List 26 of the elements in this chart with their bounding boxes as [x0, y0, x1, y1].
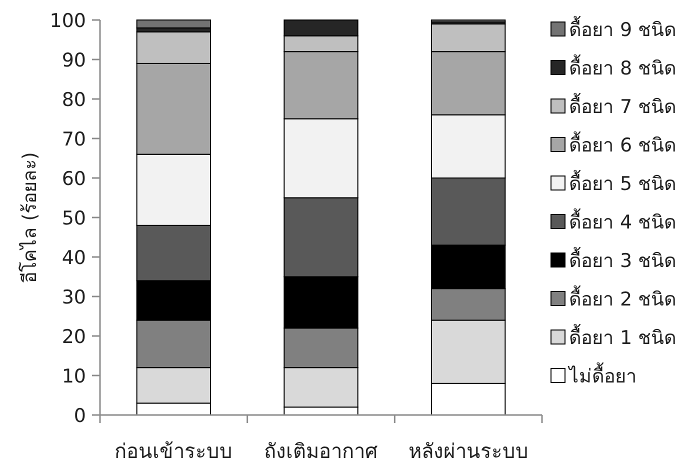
legend-label: ดื้อยา 5 ชนิด — [569, 170, 676, 195]
legend-label: ดื้อยา 6 ชนิด — [569, 132, 676, 156]
y-tick-label: 0 — [74, 405, 86, 427]
y-tick-label: 10 — [62, 366, 86, 388]
y-axis-title: อีโคไล (ร้อยละ) — [18, 152, 41, 283]
y-tick-label: 50 — [62, 208, 86, 230]
legend-label: ดื้อยา 7 ชนิด — [569, 93, 676, 118]
legend-label: ดื้อยา 4 ชนิด — [569, 208, 676, 234]
x-tick-label: หลังผ่านระบบ — [408, 439, 528, 463]
y-tick-label: 30 — [62, 286, 86, 308]
legend-label: ดื้อยา 1 ชนิด — [569, 324, 676, 349]
legend-label: ดื้อยา 3 ชนิด — [569, 247, 676, 272]
y-tick-label: 90 — [62, 50, 86, 72]
legend-label: ไม่ดื้อยา — [567, 362, 637, 388]
legend-label: ดื้อยา 9 ชนิด — [569, 16, 676, 41]
y-tick-label: 80 — [62, 89, 86, 111]
x-tick-label: ก่อนเข้าระบบ — [114, 439, 233, 463]
legend-label: ดื้อยา 2 ชนิด — [569, 286, 676, 310]
legend-label: ดื้อยา 8 ชนิด — [569, 54, 676, 80]
y-tick-label: 40 — [62, 247, 86, 269]
bar — [136, 20, 211, 28]
y-tick-label: 60 — [62, 168, 86, 190]
y-tick-label: 70 — [62, 128, 86, 150]
x-tick-label: ถังเติมอากาศ — [264, 439, 378, 463]
y-tick-label: 100 — [50, 10, 86, 32]
y-tick-label: 20 — [62, 326, 86, 348]
